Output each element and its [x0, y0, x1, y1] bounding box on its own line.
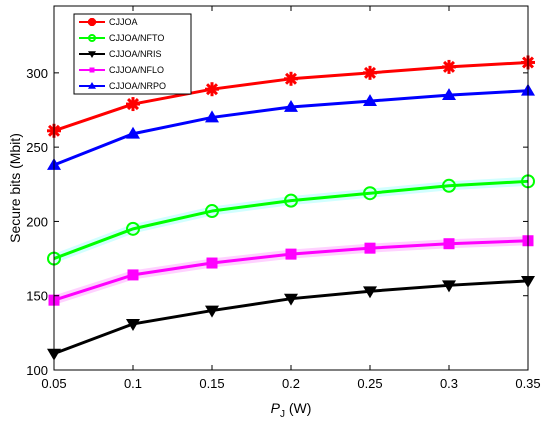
legend-label: CJJOA/NFLO [109, 65, 164, 75]
data-point [364, 242, 376, 254]
data-point [206, 257, 218, 269]
x-tick-label: 0.3 [440, 376, 458, 391]
data-point [284, 193, 298, 208]
data-point [442, 280, 456, 293]
y-axis-label: Secure bits (Mbit) [7, 133, 23, 243]
data-point [284, 293, 298, 306]
data-point [88, 82, 96, 89]
data-point [205, 204, 219, 219]
data-point [88, 34, 96, 42]
x-tick-label: 0.25 [357, 376, 382, 391]
legend-label: CJJOA/NFTO [109, 33, 164, 43]
series-cjjoa-nris [47, 275, 535, 361]
series-cjjoa [47, 55, 535, 138]
x-tick-label: 0.1 [124, 376, 142, 391]
data-point [442, 88, 456, 101]
data-point [126, 97, 140, 112]
data-point [205, 82, 219, 97]
data-point [127, 269, 139, 281]
data-point [442, 59, 456, 74]
legend-label: CJJOA/NRPO [109, 81, 166, 91]
series-line [53, 179, 529, 260]
data-point [363, 94, 377, 106]
data-point [363, 186, 377, 201]
data-point [284, 100, 298, 112]
data-point [363, 286, 377, 299]
x-axis-label-subscript: J [280, 409, 285, 420]
x-axis-label-unit: (W) [285, 400, 311, 416]
data-point [443, 238, 455, 250]
data-point [442, 178, 456, 193]
legend-label: CJJOA [109, 17, 138, 27]
data-point [126, 319, 140, 331]
y-tick-label: 150 [26, 289, 48, 304]
y-tick-label: 300 [26, 66, 48, 81]
y-tick-label: 100 [26, 363, 48, 378]
data-point [363, 65, 377, 80]
y-tick-label: 250 [26, 140, 48, 155]
x-tick-label: 0.35 [515, 376, 540, 391]
data-point [205, 305, 219, 318]
data-point [88, 18, 96, 26]
data-point [284, 71, 298, 86]
x-tick-label: 0.2 [282, 376, 300, 391]
x-axis-label-symbol: P [271, 400, 281, 416]
x-axis-label: PJ (W) [271, 400, 312, 420]
x-tick-label: 0.15 [199, 376, 224, 391]
plot-marks [47, 55, 535, 361]
data-point [126, 126, 140, 139]
data-point [126, 221, 140, 236]
axis-ticks: 0.05 0.1 0.15 0.2 0.25 0.3 0.35 100 150 200 250 300 [26, 6, 541, 391]
legend-label: CJJOA/NRIS [109, 49, 162, 59]
data-point [285, 248, 297, 260]
data-point [205, 110, 219, 123]
data-point [88, 51, 96, 58]
series-line [53, 279, 529, 356]
series-cjjoa-nfto [47, 174, 535, 266]
legend-entry: CJJOA/NFLO [79, 65, 164, 75]
series-cjjoa-nrpo [47, 83, 535, 170]
legend-entry: CJJOA/NRPO [79, 81, 166, 91]
legend-entry: CJJOA/NRIS [79, 49, 162, 59]
data-point [89, 67, 95, 73]
legend-entry: CJJOA/NFTO [79, 33, 164, 43]
x-tick-label: 0.05 [41, 376, 66, 391]
legend-entry: CJJOA [79, 17, 138, 27]
y-tick-label: 200 [26, 214, 48, 229]
legend: CJJOA CJJOA/NFTO CJJOA/NRIS CJJOA/NFLO CJJOA… [73, 13, 192, 95]
